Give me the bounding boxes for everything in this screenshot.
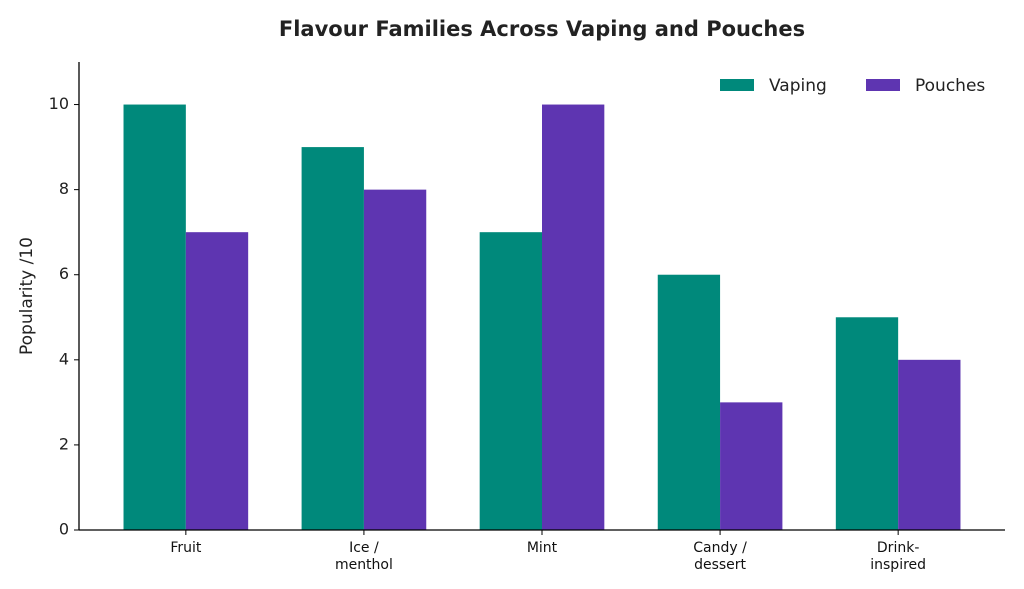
legend-swatch [720,79,754,91]
y-tick-label: 8 [59,179,69,198]
bar [720,402,783,530]
x-tick-label: Fruit [170,540,202,556]
legend-label: Vaping [769,76,827,96]
bar [185,232,249,530]
bar [301,147,364,530]
x-tick-label: Candy / dessert [693,540,747,573]
x-tick-label: Mint [526,540,558,556]
y-tick-label: 0 [59,520,69,539]
bar [835,317,899,530]
bar [123,104,186,530]
bar [542,104,605,530]
y-axis-label: Popularity /10 [17,237,37,355]
bar [479,232,542,530]
bar [898,359,961,530]
bar [657,274,721,530]
x-tick-label: Drink- inspired [870,540,927,573]
bar [363,189,427,531]
chart-title: Flavour Families Across Vaping and Pouch… [279,17,805,41]
legend-swatch [866,79,900,91]
y-tick-label: 2 [59,434,69,453]
legend-label: Pouches [915,76,985,96]
y-tick-label: 4 [59,349,69,368]
x-tick-label: Ice / menthol [334,540,393,573]
y-tick-label: 10 [49,94,69,113]
y-tick-label: 6 [59,264,69,283]
